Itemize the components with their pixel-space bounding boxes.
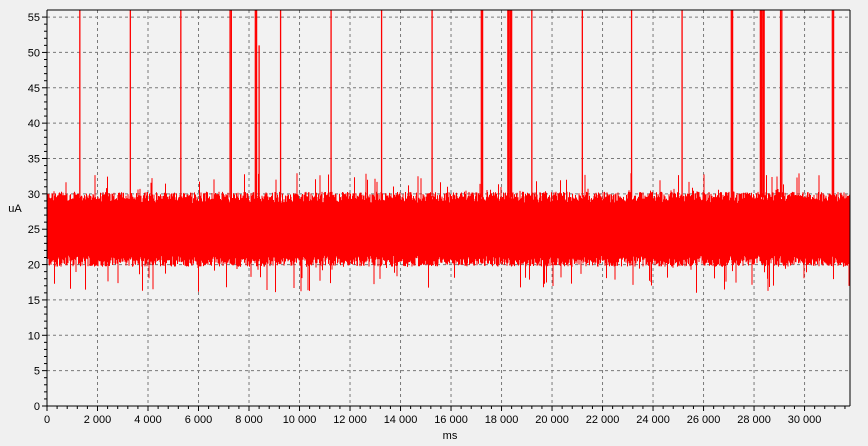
y-tick-label: 45 — [28, 83, 40, 95]
y-axis-ticks: 0 5 10 15 20 25 30 35 40 45 50 55 — [28, 12, 47, 413]
x-tick-label: 0 — [44, 414, 50, 426]
series-current — [46, 10, 851, 293]
x-tick-label: 30 000 — [788, 414, 822, 426]
x-tick-label: 18 000 — [485, 414, 519, 426]
y-axis-title: uA — [8, 203, 22, 215]
y-tick-label: 10 — [28, 330, 40, 342]
y-tick-label: 25 — [28, 224, 40, 236]
y-tick-label: 40 — [28, 118, 40, 130]
y-tick-label: 20 — [28, 260, 40, 272]
current-band-core — [47, 208, 850, 251]
y-tick-label: 50 — [28, 47, 40, 59]
x-tick-label: 14 000 — [384, 414, 418, 426]
x-tick-label: 4 000 — [134, 414, 162, 426]
x-tick-label: 16 000 — [434, 414, 468, 426]
x-tick-label: 8 000 — [235, 414, 263, 426]
x-tick-label: 6 000 — [185, 414, 213, 426]
y-tick-label: 15 — [28, 295, 40, 307]
y-tick-label: 30 — [28, 189, 40, 201]
x-tick-label: 22 000 — [586, 414, 620, 426]
x-tick-label: 26 000 — [687, 414, 721, 426]
y-tick-label: 0 — [34, 401, 40, 413]
x-tick-label: 20 000 — [535, 414, 569, 426]
x-axis-title: ms — [443, 430, 458, 442]
x-tick-label: 10 000 — [283, 414, 317, 426]
y-tick-label: 5 — [34, 366, 40, 378]
y-tick-label: 55 — [28, 12, 40, 24]
x-tick-label: 2 000 — [84, 414, 112, 426]
x-tick-label: 12 000 — [333, 414, 367, 426]
x-tick-label: 24 000 — [636, 414, 670, 426]
x-axis-ticks: 0 2 000 4 000 6 000 8 000 10 000 12 000 14 000 1… — [44, 406, 846, 426]
y-tick-label: 35 — [28, 154, 40, 166]
x-tick-label: 28 000 — [737, 414, 771, 426]
